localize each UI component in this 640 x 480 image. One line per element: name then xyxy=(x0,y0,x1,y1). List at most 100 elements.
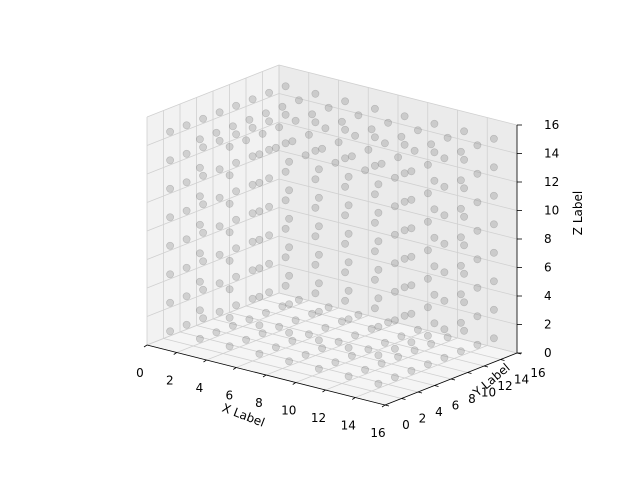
data-point xyxy=(430,205,439,214)
data-point xyxy=(195,163,204,172)
data-point xyxy=(489,163,498,172)
data-point xyxy=(285,214,293,223)
y-tick-label: 8 xyxy=(468,392,476,406)
data-point xyxy=(407,338,416,347)
data-point xyxy=(182,320,191,329)
data-point xyxy=(380,338,389,347)
data-point xyxy=(166,327,174,336)
data-point xyxy=(443,133,452,142)
data-point xyxy=(374,351,383,360)
data-point xyxy=(294,295,303,304)
x-tick-mark xyxy=(262,374,267,378)
data-point xyxy=(430,176,439,185)
data-point xyxy=(271,343,280,352)
data-point xyxy=(225,342,234,351)
data-point xyxy=(370,190,379,199)
data-point xyxy=(265,88,273,97)
x-tick-label: 8 xyxy=(255,396,263,410)
data-point xyxy=(215,222,224,231)
data-point xyxy=(367,125,376,134)
data-point xyxy=(473,198,482,207)
data-point xyxy=(473,226,482,235)
data-point xyxy=(275,322,283,331)
data-point xyxy=(473,141,482,150)
data-point xyxy=(195,135,204,144)
data-point xyxy=(427,140,435,149)
x-tick-mark xyxy=(322,389,326,393)
data-point xyxy=(182,121,191,130)
data-point xyxy=(400,197,409,206)
data-point xyxy=(248,180,257,189)
data-point xyxy=(377,359,386,368)
data-point xyxy=(423,331,432,340)
data-point xyxy=(225,171,234,180)
data-point xyxy=(281,253,290,262)
data-point xyxy=(248,152,257,161)
data-point xyxy=(285,271,293,280)
data-point xyxy=(341,97,349,106)
data-point xyxy=(215,136,224,145)
data-point xyxy=(166,241,174,250)
y-tick-label: 10 xyxy=(481,386,496,400)
data-point xyxy=(337,317,346,326)
data-point xyxy=(311,203,320,212)
data-point xyxy=(344,315,353,324)
data-point xyxy=(195,249,204,258)
data-point xyxy=(390,173,399,182)
data-point xyxy=(400,311,409,320)
data-point xyxy=(228,122,237,131)
data-point xyxy=(456,318,465,327)
data-point xyxy=(430,290,439,299)
data-point xyxy=(314,250,323,259)
data-point xyxy=(344,372,353,381)
data-point xyxy=(255,264,264,273)
grid-lines xyxy=(146,64,518,406)
data-point xyxy=(265,117,273,126)
data-point xyxy=(440,239,449,248)
x-tick-label: 2 xyxy=(166,374,174,388)
data-point xyxy=(407,281,416,290)
data-point xyxy=(331,158,340,167)
data-point xyxy=(390,344,399,353)
data-point xyxy=(390,202,399,211)
data-point xyxy=(337,117,346,126)
data-point xyxy=(265,202,273,211)
data-point xyxy=(278,102,287,111)
data-point xyxy=(440,325,449,334)
x-tick-label: 16 xyxy=(370,426,385,440)
data-point xyxy=(182,263,191,272)
data-point xyxy=(245,315,254,324)
data-point xyxy=(423,246,432,255)
data-point xyxy=(334,138,343,147)
data-point xyxy=(199,114,207,123)
grid-line-x-floor xyxy=(325,337,458,391)
data-point xyxy=(255,349,264,358)
grid-line-y-floor xyxy=(262,299,501,360)
data-point xyxy=(394,352,402,361)
data-point xyxy=(460,298,468,307)
data-point xyxy=(390,259,399,268)
data-point xyxy=(440,268,449,277)
data-point xyxy=(314,336,323,345)
data-point xyxy=(199,314,207,323)
data-point xyxy=(344,201,353,210)
data-point xyxy=(261,308,270,317)
data-point xyxy=(182,178,191,187)
grid-line-z-left xyxy=(146,178,280,232)
grid-line-y-floor xyxy=(229,312,468,373)
data-point xyxy=(324,103,333,112)
data-point xyxy=(166,156,174,165)
x-tick-mark xyxy=(143,344,148,348)
data-point xyxy=(182,149,191,158)
data-point xyxy=(473,255,482,264)
data-point xyxy=(407,252,416,261)
y-tick-label: 14 xyxy=(514,373,529,387)
data-point xyxy=(413,126,422,135)
y-tick-label: 2 xyxy=(419,412,427,426)
x-tick-mark xyxy=(173,352,177,355)
data-points xyxy=(166,82,498,388)
data-point xyxy=(255,150,264,159)
data-point xyxy=(423,360,432,369)
data-point xyxy=(456,204,465,213)
data-point xyxy=(427,339,435,348)
